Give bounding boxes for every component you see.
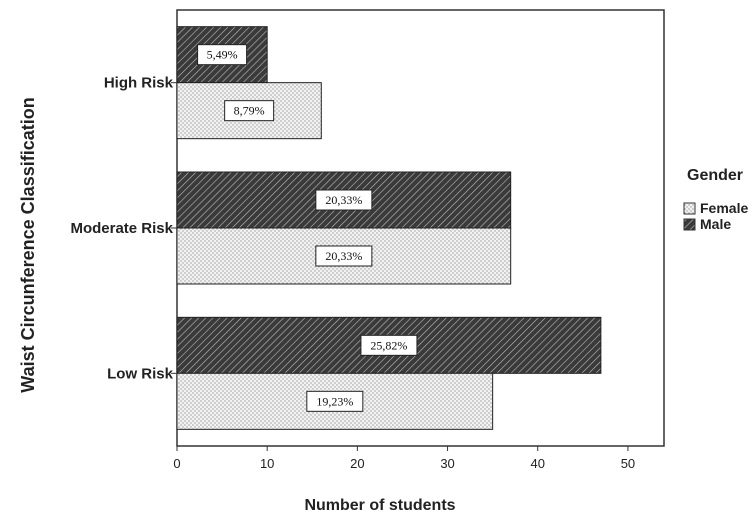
data-label-female-0: 8,79% xyxy=(234,104,265,118)
data-label-box-female-1 xyxy=(315,245,373,267)
y-axis: High Risk Moderate Risk Low Risk xyxy=(70,75,177,382)
data-label-male-0: 5,49% xyxy=(207,48,238,62)
legend: Gender Female Male xyxy=(683,167,748,232)
data-label-box-male-0 xyxy=(197,44,248,66)
x-axis: 0 10 20 30 40 50 xyxy=(173,446,635,471)
x-axis-title: Number of students xyxy=(304,497,455,514)
x-tick-label-4: 40 xyxy=(531,456,545,471)
y-category-label-0: High Risk xyxy=(104,75,174,92)
data-label-box-male-2 xyxy=(360,334,418,356)
data-label-box-female-0 xyxy=(224,100,275,122)
legend-swatch-female xyxy=(683,202,696,215)
y-category-label-2: Low Risk xyxy=(107,365,174,382)
y-category-label-1: Moderate Risk xyxy=(70,220,173,237)
x-tick-label-0: 0 xyxy=(173,456,180,471)
legend-title: Gender xyxy=(687,167,743,184)
legend-label-female: Female xyxy=(700,200,748,216)
legend-label-male: Male xyxy=(700,216,731,232)
data-label-box-female-2 xyxy=(306,390,364,412)
data-label-male-2: 25,82% xyxy=(370,338,407,352)
bars-group: 5,49% 8,79% 20,33% 20,33% 25,82% 19,23% xyxy=(176,26,602,430)
x-tick-label-1: 10 xyxy=(260,456,274,471)
data-label-female-1: 20,33% xyxy=(325,249,362,263)
data-label-female-2: 19,23% xyxy=(316,394,353,408)
y-axis-title: Waist Circunference Classification xyxy=(18,97,38,392)
x-tick-label-5: 50 xyxy=(621,456,635,471)
x-tick-label-2: 20 xyxy=(350,456,364,471)
legend-swatch-male xyxy=(683,218,696,231)
x-tick-label-3: 30 xyxy=(440,456,454,471)
data-label-male-1: 20,33% xyxy=(325,193,362,207)
data-label-box-male-1 xyxy=(315,189,373,211)
